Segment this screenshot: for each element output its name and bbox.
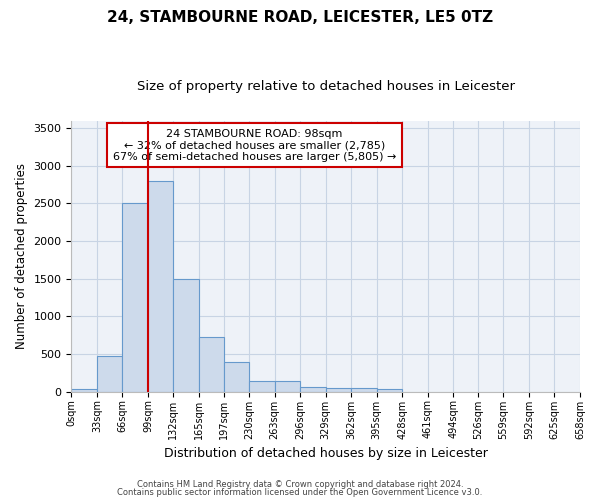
Bar: [97, 356, 122, 392]
Bar: [148, 181, 173, 392]
Bar: [300, 387, 326, 392]
Bar: [275, 381, 300, 392]
Text: 24, STAMBOURNE ROAD, LEICESTER, LE5 0TZ: 24, STAMBOURNE ROAD, LEICESTER, LE5 0TZ: [107, 10, 493, 25]
Text: Contains HM Land Registry data © Crown copyright and database right 2024.: Contains HM Land Registry data © Crown c…: [137, 480, 463, 489]
Text: 24 STAMBOURNE ROAD: 98sqm
← 32% of detached houses are smaller (2,785)
67% of se: 24 STAMBOURNE ROAD: 98sqm ← 32% of detac…: [113, 128, 396, 162]
Bar: [326, 388, 351, 392]
Bar: [199, 336, 224, 392]
Title: Size of property relative to detached houses in Leicester: Size of property relative to detached ho…: [137, 80, 515, 93]
X-axis label: Distribution of detached houses by size in Leicester: Distribution of detached houses by size …: [164, 447, 488, 460]
Bar: [71, 390, 97, 392]
Bar: [173, 278, 199, 392]
Bar: [351, 388, 377, 392]
Bar: [122, 204, 148, 392]
Bar: [224, 362, 249, 392]
Bar: [377, 390, 402, 392]
Y-axis label: Number of detached properties: Number of detached properties: [15, 163, 28, 349]
Bar: [249, 381, 275, 392]
Text: Contains public sector information licensed under the Open Government Licence v3: Contains public sector information licen…: [118, 488, 482, 497]
